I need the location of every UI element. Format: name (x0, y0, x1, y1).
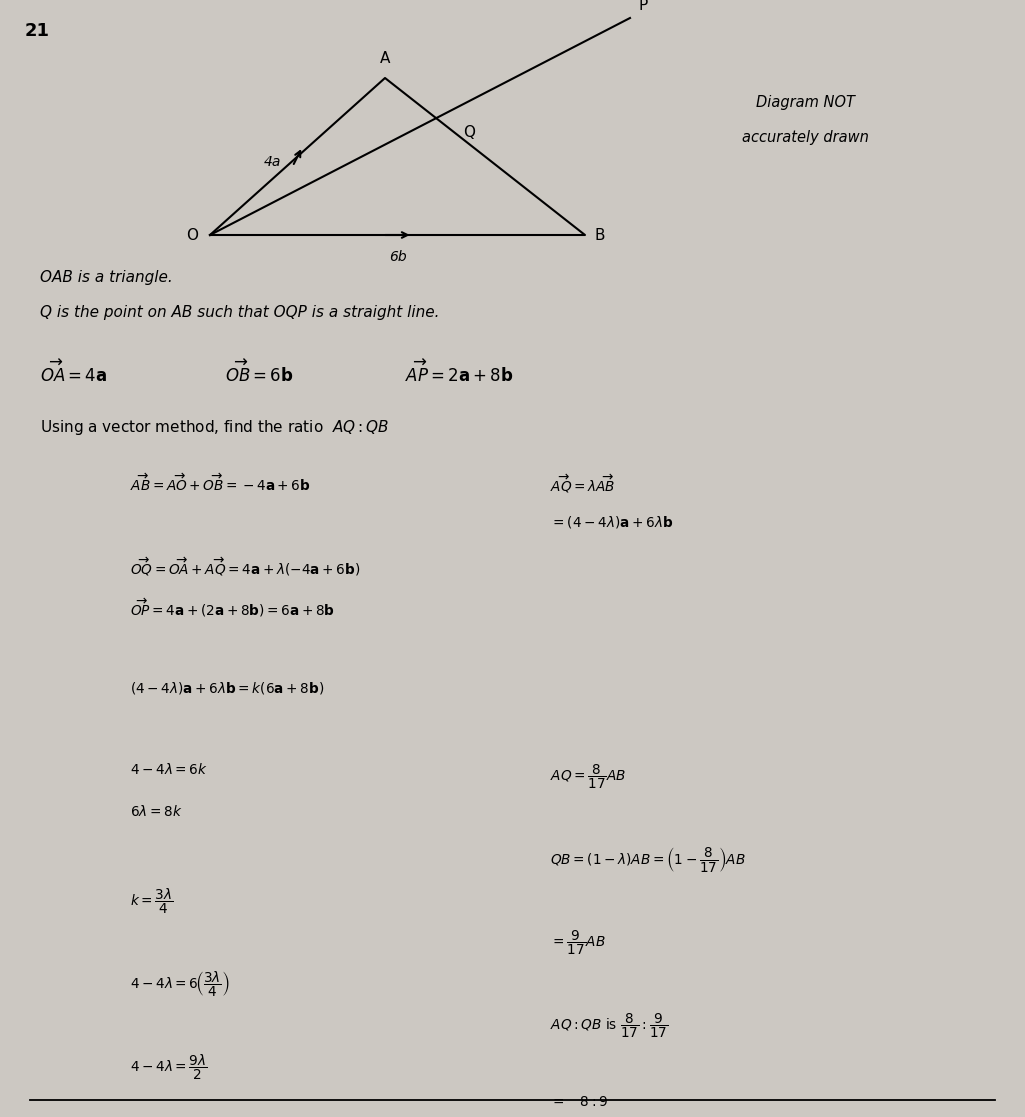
Text: B: B (594, 228, 606, 242)
Text: $(4-4\lambda)\mathbf{a} + 6\lambda\mathbf{b} = k(6\mathbf{a}+8\mathbf{b})$: $(4-4\lambda)\mathbf{a} + 6\lambda\mathb… (130, 679, 324, 696)
Text: accurately drawn: accurately drawn (741, 130, 868, 145)
Text: $6\lambda = 8k$: $6\lambda = 8k$ (130, 804, 182, 819)
Text: $4-4\lambda = 6\!\left(\dfrac{3\lambda}{4}\right)$: $4-4\lambda = 6\!\left(\dfrac{3\lambda}{… (130, 970, 230, 1000)
Text: OAB is a triangle.: OAB is a triangle. (40, 270, 173, 285)
Text: $\overrightarrow{AB} = \overrightarrow{AO} + \overrightarrow{OB} = -4\mathbf{a} : $\overrightarrow{AB} = \overrightarrow{A… (130, 472, 311, 494)
Text: $AQ:QB\text{ is }\dfrac{8}{17}:\dfrac{9}{17}$: $AQ:QB\text{ is }\dfrac{8}{17}:\dfrac{9}… (550, 1012, 668, 1040)
Text: Diagram NOT: Diagram NOT (755, 95, 855, 109)
Text: $=\quad 8:9$: $=\quad 8:9$ (550, 1095, 608, 1108)
Text: 21: 21 (25, 22, 50, 40)
Text: $QB = (1-\lambda)AB = \left(1-\dfrac{8}{17}\right)AB$: $QB = (1-\lambda)AB = \left(1-\dfrac{8}{… (550, 846, 746, 875)
Text: $\overrightarrow{OB} = 6\mathbf{b}$: $\overrightarrow{OB} = 6\mathbf{b}$ (226, 360, 293, 386)
Text: Q is the point on AB such that OQP is a straight line.: Q is the point on AB such that OQP is a … (40, 305, 440, 319)
Text: A: A (380, 51, 391, 66)
Text: 4a: 4a (263, 154, 281, 169)
Text: 6b: 6b (388, 250, 406, 264)
Text: $= \dfrac{9}{17} AB$: $= \dfrac{9}{17} AB$ (550, 928, 606, 957)
Text: $\overrightarrow{OQ} = \overrightarrow{OA} + \overrightarrow{AQ} = 4\mathbf{a} +: $\overrightarrow{OQ} = \overrightarrow{O… (130, 555, 360, 577)
Text: $\overrightarrow{OA} = 4\mathbf{a}$: $\overrightarrow{OA} = 4\mathbf{a}$ (40, 360, 108, 386)
Text: Using a vector method, find the ratio  $AQ:QB$: Using a vector method, find the ratio $A… (40, 418, 390, 437)
Text: P: P (638, 0, 647, 13)
Text: $k = \dfrac{3\lambda}{4}$: $k = \dfrac{3\lambda}{4}$ (130, 887, 173, 916)
Text: $AQ = \dfrac{8}{17} AB$: $AQ = \dfrac{8}{17} AB$ (550, 763, 626, 791)
Text: $= (4-4\lambda)\mathbf{a}+6\lambda\mathbf{b}$: $= (4-4\lambda)\mathbf{a}+6\lambda\mathb… (550, 514, 673, 529)
Text: $\overrightarrow{OP} = 4\mathbf{a}+(2\mathbf{a}+8\mathbf{b}) = 6\mathbf{a}+8\mat: $\overrightarrow{OP} = 4\mathbf{a}+(2\ma… (130, 596, 335, 619)
Text: $4-4\lambda=6k$: $4-4\lambda=6k$ (130, 763, 208, 777)
Text: $\overrightarrow{AP} = 2\mathbf{a} + 8\mathbf{b}$: $\overrightarrow{AP} = 2\mathbf{a} + 8\m… (405, 360, 514, 386)
Text: $4-4\lambda = \dfrac{9\lambda}{2}$: $4-4\lambda = \dfrac{9\lambda}{2}$ (130, 1053, 208, 1082)
Text: $\overrightarrow{AQ} = \lambda\overrightarrow{AB}$: $\overrightarrow{AQ} = \lambda\overright… (550, 472, 615, 495)
Text: Q: Q (463, 125, 475, 140)
Text: O: O (186, 228, 198, 242)
